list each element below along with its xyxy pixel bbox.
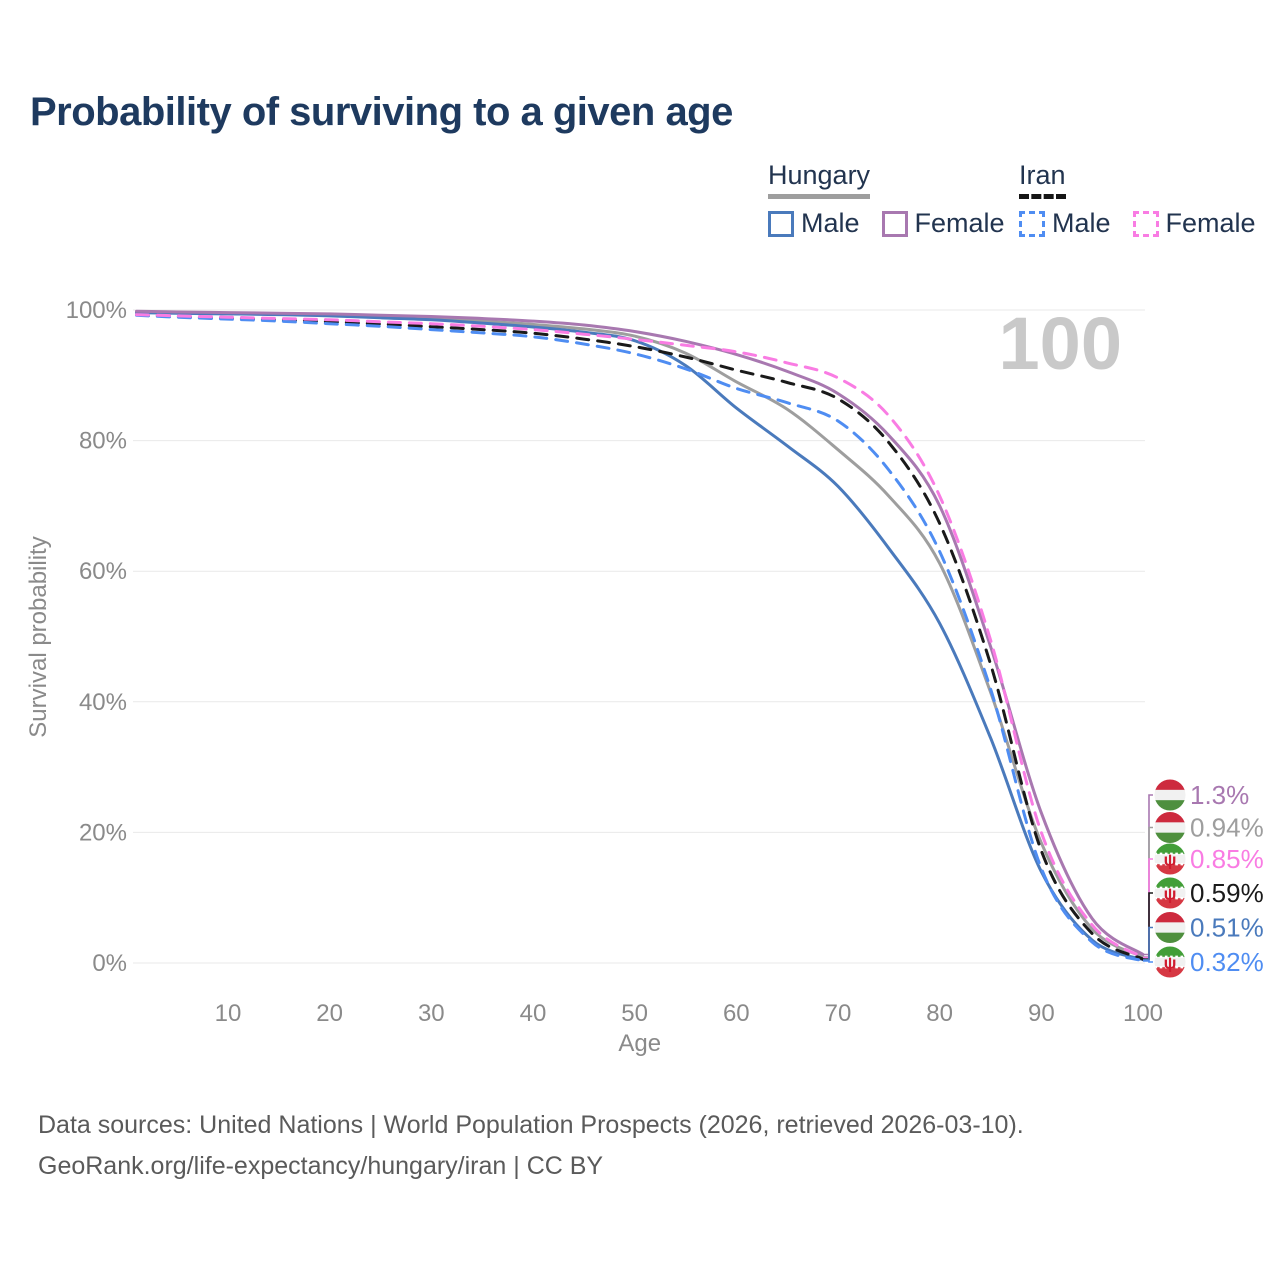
svg-text:ψ: ψ: [1164, 954, 1177, 973]
x-tick-50: 50: [621, 1000, 648, 1027]
legend-group-iran: Iran Male Female: [1019, 160, 1256, 239]
series-line-iran-total: [135, 313, 1145, 961]
y-tick-0%: 0%: [92, 950, 127, 977]
series-line-iran-female: [135, 313, 1145, 959]
footer-attribution: Data sources: United Nations | World Pop…: [38, 1105, 1024, 1187]
y-tick-80%: 80%: [79, 428, 127, 455]
x-tick-70: 70: [825, 1000, 852, 1027]
flag-icon-iran: ψ: [1154, 946, 1186, 978]
end-label-value-iran-total: 0.59%: [1190, 878, 1264, 908]
footer-link-license: GeoRank.org/life-expectancy/hungary/iran…: [38, 1152, 604, 1180]
age-watermark: 100: [999, 302, 1122, 385]
legend-title-iran: Iran: [1019, 160, 1066, 199]
y-tick-40%: 40%: [79, 689, 127, 716]
swatch-iran-female: [1132, 210, 1159, 237]
end-label-leader-iran-male: [1143, 960, 1153, 963]
x-tick-80: 80: [926, 1000, 953, 1027]
x-tick-60: 60: [723, 1000, 750, 1027]
x-tick-40: 40: [520, 1000, 547, 1027]
x-axis-title: Age: [618, 1030, 661, 1057]
end-label-leader-hungary-male: [1143, 926, 1153, 961]
x-tick-10: 10: [215, 1000, 242, 1027]
page-title: Probability of surviving to a given age: [30, 90, 733, 134]
swatch-hungary-female: [881, 210, 908, 237]
end-label-value-hungary-female: 1.3%: [1190, 780, 1249, 810]
svg-text:ψ: ψ: [1164, 851, 1177, 870]
end-label-leader-iran-total: [1143, 892, 1153, 960]
y-axis-title: Survival probability: [25, 536, 52, 737]
legend-item-iran-male[interactable]: Male: [1019, 208, 1111, 239]
y-tick-20%: 20%: [79, 819, 127, 846]
x-tick-90: 90: [1028, 1000, 1055, 1027]
flag-icon-hungary: [1154, 912, 1186, 943]
y-tick-60%: 60%: [79, 558, 127, 585]
series-line-iran-male: [135, 313, 1145, 963]
swatch-iran-male: [1019, 210, 1045, 237]
legend-group-hungary: Hungary Male Female: [768, 160, 1005, 239]
svg-text:ψ: ψ: [1164, 885, 1177, 904]
end-label-leader-hungary-female: [1143, 794, 1153, 956]
x-tick-20: 20: [316, 1000, 343, 1027]
footer-data-sources: Data sources: United Nations | World Pop…: [38, 1111, 1024, 1139]
flag-icon-iran: ψ: [1154, 877, 1186, 909]
series-line-hungary-male: [135, 311, 1145, 962]
series-line-hungary-total: [135, 310, 1145, 959]
legend-item-hungary-male[interactable]: Male: [768, 208, 860, 239]
end-label-value-iran-female: 0.85%: [1190, 844, 1264, 874]
series-line-hungary-female: [135, 309, 1145, 956]
end-label-value-hungary-male: 0.51%: [1190, 913, 1264, 943]
flag-icon-hungary: [1154, 812, 1186, 843]
legend-title-hungary: Hungary: [768, 160, 871, 199]
flag-icon-iran: ψ: [1154, 843, 1186, 875]
legend-item-hungary-female[interactable]: Female: [881, 208, 1005, 239]
legend-item-iran-female[interactable]: Female: [1132, 208, 1256, 239]
flag-icon-hungary: [1154, 779, 1186, 811]
x-tick-30: 30: [418, 1000, 445, 1027]
end-label-value-iran-male: 0.32%: [1190, 947, 1264, 977]
y-tick-100%: 100%: [66, 297, 127, 324]
end-label-value-hungary-total: 0.94%: [1190, 813, 1264, 843]
x-tick-100: 100: [1123, 1000, 1163, 1027]
end-label-leader-iran-female: [1143, 858, 1153, 959]
swatch-hungary-male: [768, 210, 794, 237]
